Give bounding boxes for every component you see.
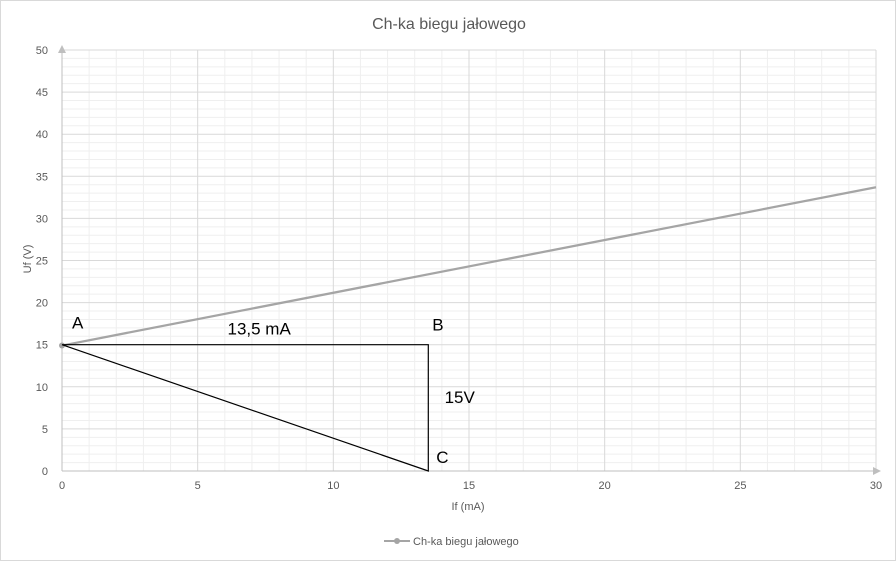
legend-point-marker [394, 538, 400, 544]
triangle-vertex-label: A [72, 314, 84, 333]
annotation-layer: A B C 13,5 mA 15V [61, 314, 476, 472]
annotation-label: 13,5 mA [228, 320, 292, 339]
y-tick-label: 0 [42, 466, 48, 478]
x-axis-title: If (mA) [452, 501, 485, 513]
x-tick-label: 0 [59, 480, 65, 492]
y-tick-label: 20 [36, 298, 48, 310]
tick-labels: 0 5 10 15 20 25 30 0 5 10 15 20 25 30 35 40 45 50 [36, 45, 882, 492]
y-tick-label: 10 [36, 382, 48, 394]
x-tick-label: 5 [195, 480, 201, 492]
y-tick-label: 25 [36, 256, 48, 268]
x-tick-label: 15 [463, 480, 475, 492]
series-line [61, 186, 877, 347]
series-layer [59, 186, 877, 349]
x-tick-label: 20 [599, 480, 611, 492]
y-tick-label: 30 [36, 213, 48, 225]
y-tick-label: 35 [36, 171, 48, 183]
legend: Ch-ka biegu jałowego [384, 536, 519, 548]
y-tick-label: 50 [36, 45, 48, 57]
annotation-label: 15V [445, 388, 476, 407]
y-axis-arrow [58, 45, 66, 53]
legend-entry-label: Ch-ka biegu jałowego [413, 536, 519, 548]
x-tick-label: 10 [327, 480, 339, 492]
triangle-vertex-label: C [436, 448, 448, 467]
axes [58, 45, 881, 475]
major-gridlines [62, 49, 877, 471]
series-point [59, 342, 65, 349]
y-tick-label: 5 [42, 424, 48, 436]
y-tick-label: 40 [36, 129, 48, 141]
y-axis-title: Uf (V) [22, 245, 34, 274]
y-tick-label: 15 [36, 340, 48, 352]
y-tick-label: 45 [36, 87, 48, 99]
annotation-triangle [61, 344, 429, 472]
triangle-vertex-label: B [432, 316, 443, 335]
chart-title: Ch-ka biegu jałowego [372, 16, 526, 33]
x-tick-label: 30 [870, 480, 882, 492]
x-axis-arrow [873, 467, 881, 475]
x-tick-label: 25 [734, 480, 746, 492]
